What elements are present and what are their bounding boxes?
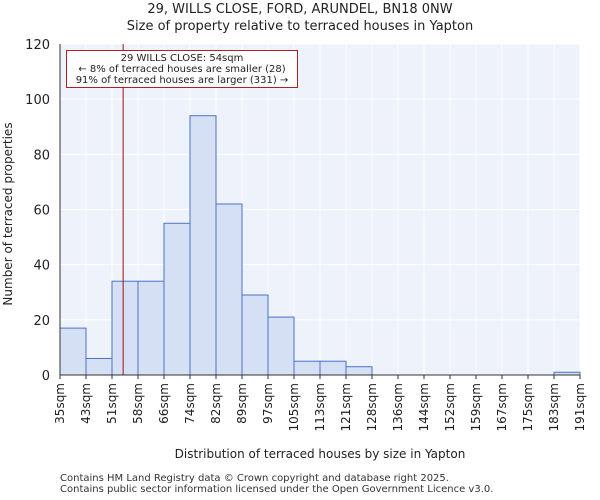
x-tick-label: 58sqm — [131, 383, 145, 424]
x-tick-label: 175sqm — [521, 383, 535, 431]
x-tick-label: 51sqm — [105, 383, 119, 424]
x-tick-label: 113sqm — [313, 383, 327, 431]
bar — [267, 316, 295, 376]
bars-layer — [59, 115, 581, 376]
x-tick-label: 82sqm — [209, 383, 223, 424]
y-tick-label: 40 — [33, 259, 50, 274]
x-axis-label: Distribution of terraced houses by size … — [175, 447, 466, 461]
bar — [241, 294, 269, 376]
x-tick-label: 35sqm — [53, 383, 67, 424]
x-tick-label: 183sqm — [547, 383, 561, 431]
x-tick-label: 89sqm — [235, 383, 249, 424]
y-tick-label: 0 — [42, 369, 50, 384]
bar — [137, 280, 165, 376]
bar — [85, 357, 113, 376]
x-tick-label: 128sqm — [365, 383, 379, 431]
y-tick-label: 60 — [33, 204, 50, 219]
footer-line-2: Contains public sector information licen… — [60, 484, 494, 495]
bar — [319, 360, 347, 376]
annotation-line-3: 91% of terraced houses are larger (331) … — [75, 75, 289, 86]
x-tick-label: 152sqm — [443, 383, 457, 431]
y-tick-label: 80 — [33, 148, 50, 163]
y-tick-label: 20 — [33, 314, 50, 329]
x-tick-label: 66sqm — [157, 383, 171, 424]
x-tick-label: 159sqm — [469, 383, 483, 431]
x-tick-label: 97sqm — [261, 383, 275, 424]
x-tick-label: 144sqm — [417, 383, 431, 431]
y-axis-label: Number of terraced properties — [1, 122, 15, 305]
chart-title: 29, WILLS CLOSE, FORD, ARUNDEL, BN18 0NW — [147, 2, 453, 17]
footer-line-1: Contains HM Land Registry data © Crown c… — [60, 473, 449, 484]
x-tick-label: 167sqm — [495, 383, 509, 431]
x-tick-label: 74sqm — [183, 383, 197, 424]
x-tick-label: 43sqm — [79, 383, 93, 424]
bar — [59, 327, 87, 376]
bar — [215, 203, 243, 376]
annotation-line-2: ← 8% of terraced houses are smaller (28) — [78, 64, 286, 75]
annotation-box: 29 WILLS CLOSE: 54sqm ← 8% of terraced h… — [66, 50, 298, 88]
bar — [345, 366, 373, 376]
axis-layer: 0 20 40 60 80 100 120 35sqm 43sqm 51sqm 58sqm 66sqm… — [25, 38, 587, 431]
annotation-line-1: 29 WILLS CLOSE: 54sqm — [120, 53, 244, 64]
bar — [189, 115, 217, 376]
y-tick-label: 100 — [25, 93, 50, 108]
y-tick-label: 120 — [25, 38, 50, 53]
x-tick-label: 191sqm — [573, 383, 587, 431]
x-tick-label: 136sqm — [391, 383, 405, 431]
bar — [293, 360, 321, 376]
x-tick-label: 105sqm — [287, 383, 301, 431]
chart-subtitle: Size of property relative to terraced ho… — [126, 19, 474, 34]
histogram-chart: 0 20 40 60 80 100 120 35sqm 43sqm 51sqm 58sqm 66sqm… — [1, 38, 587, 461]
x-tick-label: 121sqm — [339, 383, 353, 431]
bar — [163, 222, 191, 376]
bar — [111, 280, 139, 376]
